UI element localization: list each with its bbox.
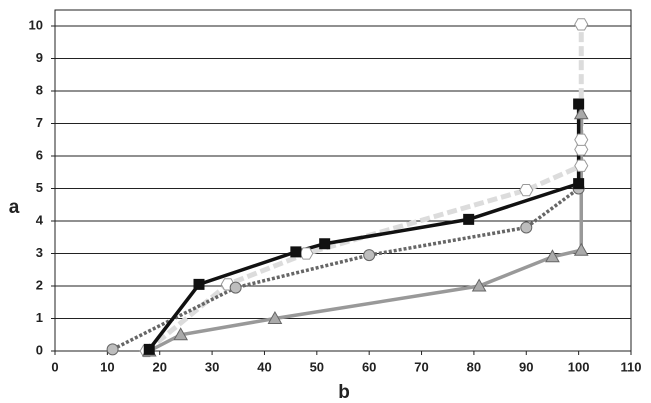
- square-marker: [193, 278, 205, 290]
- hexagon-marker: [574, 159, 589, 172]
- y-tick-label: 4: [36, 212, 44, 227]
- x-axis-title: b: [338, 382, 350, 403]
- x-tick-label: 90: [519, 359, 533, 374]
- x-tick-label: 50: [310, 359, 324, 374]
- x-tick-label: 80: [467, 359, 481, 374]
- y-tick-label: 8: [36, 82, 43, 97]
- y-tick-label: 3: [36, 245, 43, 260]
- triangle-marker: [471, 278, 487, 292]
- square-marker: [143, 343, 155, 355]
- square-marker: [290, 246, 302, 258]
- y-tick-label: 7: [36, 115, 43, 130]
- triangle-marker: [267, 310, 283, 324]
- y-tick-label: 10: [29, 17, 43, 32]
- triangle-marker: [545, 249, 560, 263]
- hexagon-marker: [519, 183, 534, 197]
- x-tick-label: 40: [257, 359, 271, 374]
- x-tick-label: 10: [100, 359, 114, 374]
- series-line: [111, 187, 580, 351]
- x-tick-label: 70: [414, 359, 428, 374]
- series-line: [148, 113, 584, 353]
- x-tick-label: 100: [568, 359, 590, 374]
- y-tick-label: 1: [36, 310, 43, 325]
- hexagon-marker: [574, 133, 589, 146]
- y-axis-title: a: [9, 197, 20, 218]
- y-tick-label: 0: [36, 342, 43, 357]
- circle-marker: [229, 281, 242, 294]
- y-tick-label: 6: [36, 147, 43, 162]
- y-tick-label: 5: [36, 180, 43, 195]
- square-marker: [573, 178, 585, 190]
- y-tick-label: 9: [36, 50, 43, 65]
- series-line: [145, 24, 584, 353]
- x-tick-label: 30: [205, 359, 219, 374]
- x-tick-label: 60: [362, 359, 376, 374]
- triangle-marker: [573, 106, 589, 120]
- hexagon-marker: [299, 247, 314, 260]
- circle-marker: [520, 221, 533, 234]
- square-marker: [319, 238, 331, 250]
- series-line: [147, 104, 581, 351]
- triangle-marker: [173, 327, 189, 341]
- y-tick-label: 2: [36, 277, 43, 292]
- circle-marker: [363, 249, 376, 262]
- triangle-marker: [573, 242, 589, 256]
- hexagon-marker: [574, 18, 589, 31]
- x-tick-label: 110: [621, 359, 642, 374]
- x-tick-label: 0: [51, 359, 58, 374]
- square-marker: [463, 213, 475, 225]
- circle-marker: [106, 343, 119, 356]
- x-tick-label: 20: [152, 359, 166, 374]
- square-marker: [573, 98, 585, 110]
